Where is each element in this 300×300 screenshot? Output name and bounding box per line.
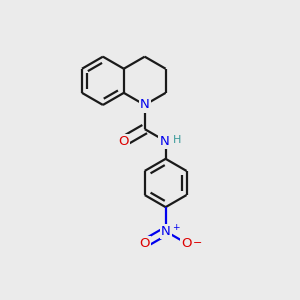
- Text: +: +: [172, 223, 180, 232]
- Text: N: N: [161, 225, 170, 238]
- Text: O: O: [118, 135, 129, 148]
- Text: O: O: [140, 237, 150, 250]
- Text: N: N: [159, 135, 169, 148]
- Text: O: O: [181, 237, 192, 250]
- Text: H: H: [172, 135, 181, 145]
- Text: N: N: [140, 98, 150, 111]
- Text: −: −: [193, 238, 202, 248]
